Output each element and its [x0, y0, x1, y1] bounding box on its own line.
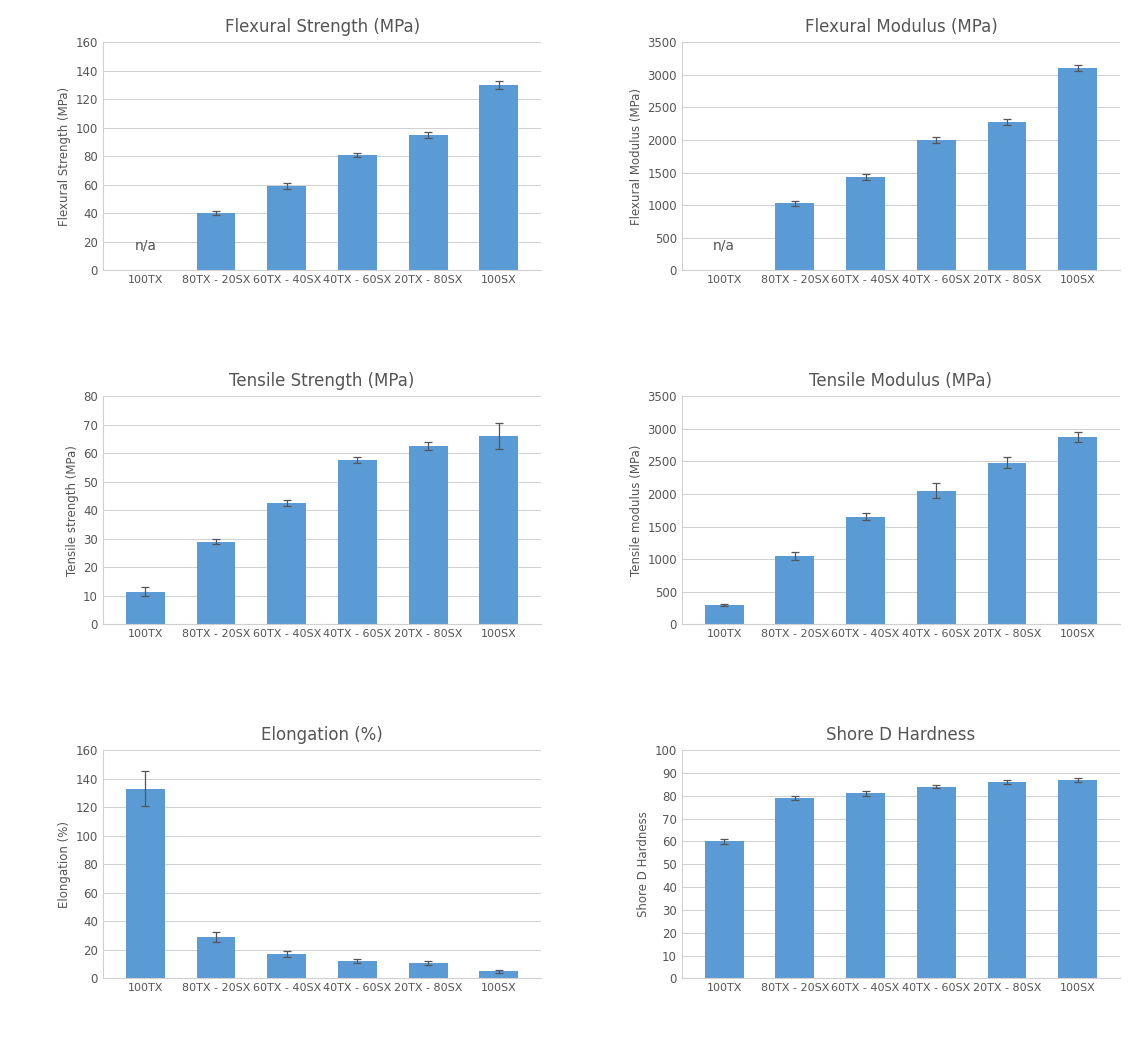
- Y-axis label: Shore D Hardness: Shore D Hardness: [638, 811, 650, 917]
- Bar: [988, 782, 1026, 978]
- Bar: [917, 140, 956, 270]
- Bar: [846, 793, 885, 978]
- Bar: [267, 186, 306, 270]
- Bar: [409, 135, 448, 270]
- Bar: [267, 503, 306, 625]
- Y-axis label: Tensile strength (MPa): Tensile strength (MPa): [66, 445, 79, 575]
- Bar: [917, 787, 956, 978]
- Bar: [197, 214, 235, 270]
- Bar: [704, 605, 744, 625]
- Y-axis label: Elongation (%): Elongation (%): [58, 821, 72, 908]
- Y-axis label: Flexural Strength (MPa): Flexural Strength (MPa): [58, 86, 72, 226]
- Bar: [846, 517, 885, 625]
- Title: Tensile Strength (MPa): Tensile Strength (MPa): [230, 372, 415, 390]
- Y-axis label: Tensile modulus (MPa): Tensile modulus (MPa): [630, 445, 644, 575]
- Bar: [1058, 780, 1097, 978]
- Bar: [197, 542, 235, 625]
- Title: Tensile Modulus (MPa): Tensile Modulus (MPa): [809, 372, 992, 390]
- Text: n/a: n/a: [713, 238, 735, 252]
- Bar: [1058, 438, 1097, 625]
- Bar: [338, 962, 377, 978]
- Y-axis label: Flexural Modulus (MPa): Flexural Modulus (MPa): [630, 87, 644, 225]
- Bar: [988, 122, 1026, 270]
- Bar: [197, 937, 235, 978]
- Bar: [917, 490, 956, 625]
- Bar: [1058, 68, 1097, 270]
- Title: Elongation (%): Elongation (%): [262, 726, 383, 744]
- Bar: [988, 463, 1026, 625]
- Text: n/a: n/a: [135, 238, 157, 252]
- Bar: [338, 155, 377, 270]
- Bar: [775, 203, 814, 270]
- Bar: [409, 446, 448, 625]
- Bar: [126, 591, 165, 625]
- Bar: [775, 555, 814, 625]
- Bar: [479, 85, 519, 270]
- Bar: [267, 954, 306, 978]
- Bar: [409, 963, 448, 978]
- Bar: [846, 177, 885, 270]
- Bar: [704, 842, 744, 978]
- Title: Flexural Strength (MPa): Flexural Strength (MPa): [224, 18, 419, 37]
- Bar: [338, 461, 377, 625]
- Bar: [126, 789, 165, 978]
- Bar: [479, 971, 519, 978]
- Title: Shore D Hardness: Shore D Hardness: [826, 726, 975, 744]
- Bar: [479, 436, 519, 625]
- Title: Flexural Modulus (MPa): Flexural Modulus (MPa): [805, 18, 998, 37]
- Bar: [775, 798, 814, 978]
